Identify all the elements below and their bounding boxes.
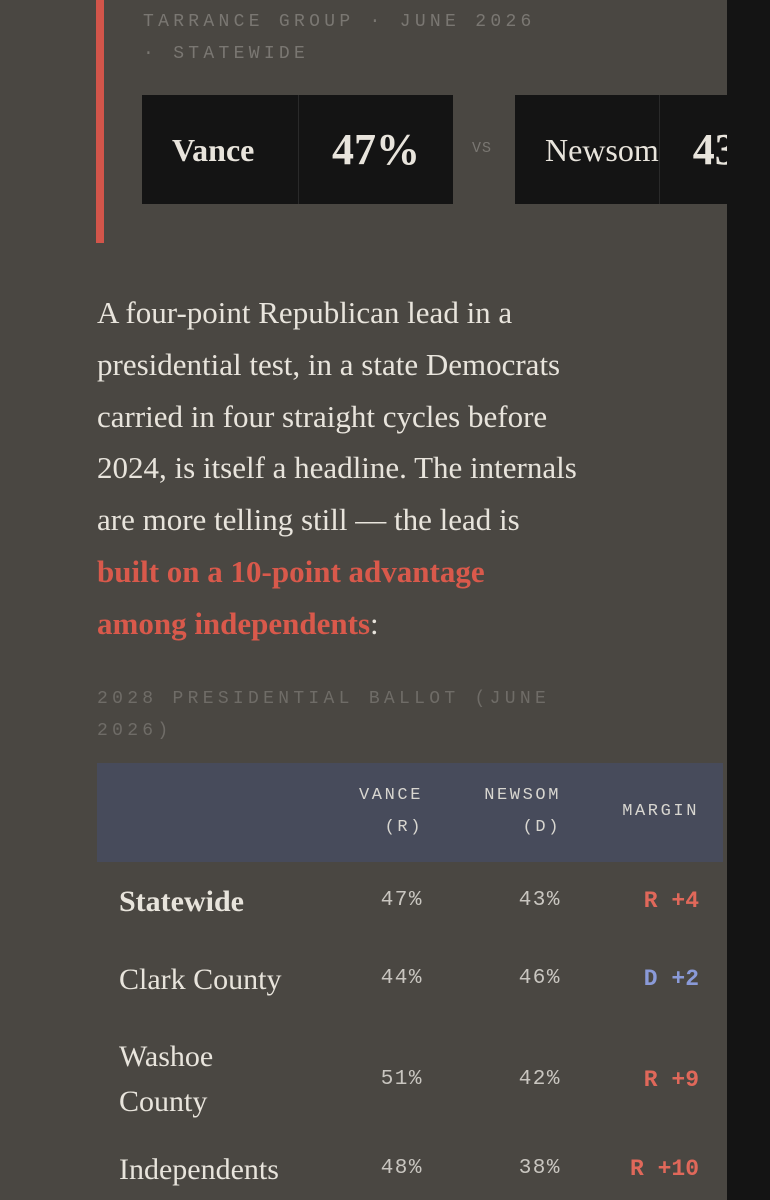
column-header-vance: VANCE (R) [359,780,423,844]
header-text: (D) [522,818,561,837]
vance-value: 51% [380,1068,423,1091]
caption-line: 2026) [97,721,173,741]
highlight-text: among independents [97,605,371,641]
poll-kicker: TARRANCE GROUP · JUNE 2026 · STATEWIDE [143,6,613,70]
header-text: MARGIN [622,802,699,821]
margin-value: R +10 [629,1156,699,1182]
vance-value: 48% [380,1157,423,1180]
row-label: Washoe County [119,1034,213,1124]
newsom-value: 38% [518,1157,561,1180]
ballot-table: VANCE (R) NEWSOM (D) MARGIN Statewide 47… [97,763,723,1197]
candidate-name: Newsom [515,95,660,204]
paragraph-punctuation: : [370,605,379,641]
paragraph-line: A four-point Republican lead in a [97,295,513,330]
candidate-percent: 47% [332,125,420,174]
row-label: Independents [119,1153,279,1186]
kicker-line: · STATEWIDE [143,44,310,64]
header-text: NEWSOM [484,786,561,805]
highlight-text: built on a 10-point advantage [97,553,485,589]
table-header: VANCE (R) NEWSOM (D) MARGIN [97,763,723,862]
newsom-value: 46% [518,967,561,990]
vs-label: VS [472,140,493,157]
candidate-percent: 43% [692,125,727,174]
margin-value: D +2 [643,966,699,992]
newsom-value: 42% [518,1068,561,1091]
table-row: Statewide 47% 43% R +4 [97,862,723,940]
right-gutter [727,0,770,1200]
article-paragraph: A four-point Republican lead in a presid… [97,287,697,650]
paragraph-line: presidential test, in a state Democrats [97,346,561,382]
margin-value: R +4 [643,888,699,914]
vance-value: 44% [380,967,423,990]
paragraph-line: 2024, is itself a headline. The internal… [97,450,577,486]
header-text: (R) [384,818,423,837]
paragraph-line: carried in four straight cycles before [97,398,548,434]
newsom-score-card: Newsom 43% [515,95,727,204]
accent-bar [96,0,104,243]
header-text: VANCE [358,786,423,805]
table-row: Clark County 44% 46% D +2 [97,940,723,1018]
candidate-name: Vance [142,95,299,204]
table-caption: 2028 PRESIDENTIAL BALLOT (JUNE 2026) [97,683,657,747]
row-label-line: Washoe [119,1040,214,1073]
kicker-line: TARRANCE GROUP · JUNE 2026 [143,12,536,32]
margin-value: R +9 [643,1067,699,1093]
column-header-margin: MARGIN [622,796,699,828]
caption-line: 2028 PRESIDENTIAL BALLOT (JUNE [97,689,551,709]
column-header-newsom: NEWSOM (D) [484,780,561,844]
vance-value: 47% [380,889,423,912]
row-label-line: County [119,1085,208,1118]
paragraph-line: are more telling still — the lead is [97,502,520,538]
row-label: Clark County [119,963,282,996]
table-row: Washoe County 51% 42% R +9 [97,1018,723,1137]
table-row: Independents 48% 38% R +10 [97,1137,723,1197]
vance-score-card: Vance 47% [142,95,453,204]
newsom-value: 43% [518,889,561,912]
row-label: Statewide [119,885,244,918]
